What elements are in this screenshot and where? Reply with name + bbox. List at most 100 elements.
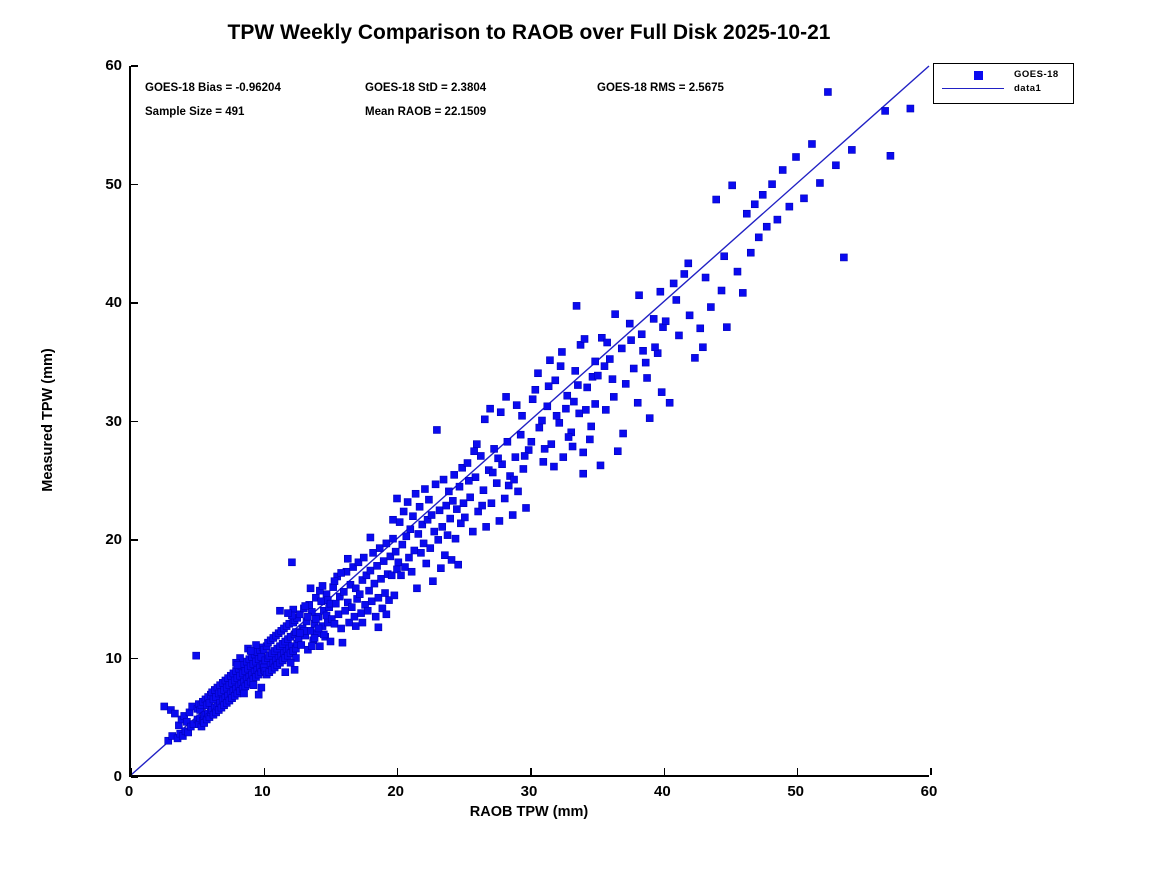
x-tick-label: 40	[653, 783, 671, 800]
scatter-point	[330, 619, 339, 628]
scatter-point	[308, 642, 316, 650]
scatter-point	[516, 430, 525, 439]
scatter-point	[413, 584, 421, 593]
scatter-point	[357, 609, 365, 617]
y-tick-mark	[131, 183, 138, 186]
scatter-point	[414, 530, 423, 538]
scatter-point	[504, 481, 513, 490]
scatter-point	[316, 642, 324, 650]
x-tick-mark	[263, 768, 266, 775]
scatter-point	[494, 454, 502, 463]
scatter-point	[800, 194, 808, 203]
scatter-point	[233, 661, 242, 669]
scatter-point	[435, 506, 444, 515]
scatter-point	[519, 465, 528, 473]
scatter-point	[824, 88, 832, 96]
scatter-point	[171, 709, 179, 718]
scatter-point	[257, 683, 266, 692]
scatter-point	[816, 179, 824, 187]
scatter-point	[598, 333, 606, 342]
scatter-point	[723, 323, 731, 331]
scatter-point	[164, 736, 173, 745]
stat-bias: GOES-18 Bias = -0.96204	[145, 82, 281, 94]
x-tick-mark	[530, 768, 532, 775]
scatter-point	[402, 532, 411, 541]
scatter-point	[382, 539, 391, 548]
scatter-point	[559, 453, 568, 461]
scatter-point	[358, 618, 367, 627]
scatter-point	[417, 549, 425, 557]
scatter-point	[297, 641, 306, 649]
scatter-point	[657, 388, 666, 396]
scatter-point	[317, 597, 325, 606]
scatter-point	[478, 501, 486, 510]
scatter-point	[474, 507, 482, 516]
scatter-point	[881, 107, 889, 115]
scatter-point	[656, 287, 665, 296]
scatter-point	[538, 416, 546, 425]
scatter-point	[508, 511, 517, 519]
scatter-point	[547, 440, 556, 448]
scatter-point	[363, 606, 372, 615]
scatter-point	[463, 459, 472, 467]
scatter-point	[304, 612, 312, 621]
scatter-point	[785, 202, 794, 211]
scatter-point	[669, 279, 678, 288]
scatter-point	[728, 181, 736, 190]
scatter-point	[579, 469, 587, 478]
scatter-point	[563, 391, 572, 400]
scatter-point	[675, 331, 683, 340]
scatter-point	[288, 558, 296, 567]
x-tick-label: 0	[124, 783, 134, 800]
scatter-point	[503, 437, 512, 446]
scatter-point	[343, 598, 352, 607]
scatter-point	[379, 557, 388, 565]
stat-mean-raob: Mean RAOB = 22.1509	[365, 106, 487, 118]
x-tick-label: 30	[520, 783, 538, 800]
x-axis-label: RAOB TPW (mm)	[469, 804, 589, 820]
scatter-point	[442, 501, 451, 510]
scatter-point	[312, 615, 320, 623]
scatter-point	[544, 382, 553, 391]
scatter-point	[496, 408, 505, 417]
scatter-point	[320, 630, 328, 639]
scatter-point	[680, 270, 689, 278]
scatter-point	[528, 395, 537, 404]
scatter-point	[318, 582, 327, 590]
scatter-point	[570, 397, 578, 406]
scatter-point	[381, 589, 389, 597]
x-tick-mark	[396, 768, 399, 775]
scatter-point	[580, 335, 589, 343]
scatter-point	[306, 627, 315, 635]
scatter-point	[366, 533, 375, 542]
y-tick-label: 20	[105, 531, 122, 548]
scatter-point	[571, 367, 580, 375]
scatter-point	[606, 355, 614, 363]
scatter-point	[429, 577, 437, 585]
scatter-point	[254, 690, 263, 699]
scatter-point	[792, 153, 800, 161]
scatter-point	[552, 411, 561, 420]
scatter-point	[848, 146, 856, 154]
line-sample-icon	[942, 88, 1004, 89]
scatter-point	[398, 540, 407, 549]
scatter-point	[337, 569, 345, 577]
legend-marker-sample	[942, 68, 1004, 82]
scatter-point	[758, 191, 767, 199]
scatter-point	[602, 406, 610, 414]
plot-area	[129, 65, 932, 778]
scatter-point	[583, 383, 591, 392]
scatter-point	[635, 291, 643, 300]
scatter-point	[422, 559, 431, 568]
scatter-point	[572, 302, 581, 310]
scatter-point	[582, 406, 590, 414]
scatter-point	[407, 567, 416, 576]
scatter-point	[366, 566, 375, 575]
y-tick-label: 50	[105, 175, 122, 193]
scatter-point	[415, 502, 424, 511]
scatter-point	[470, 447, 478, 456]
scatter-point	[411, 489, 420, 498]
scatter-point	[457, 519, 465, 528]
stat-rms: GOES-18 RMS = 2.5675	[597, 82, 724, 94]
scatter-point	[712, 195, 720, 204]
